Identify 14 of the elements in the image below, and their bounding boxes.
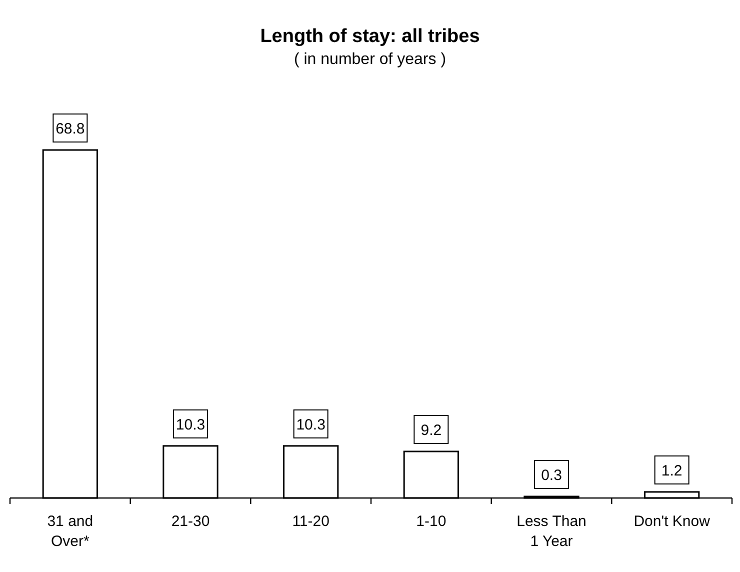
data-label: 1.2 — [661, 462, 682, 480]
x-tick-label: Less Than 1 Year — [516, 513, 586, 550]
data-label: 10.3 — [176, 416, 206, 434]
data-label: 0.3 — [541, 466, 562, 484]
x-tick-label: 31 and Over* — [47, 513, 94, 550]
x-tick-label: Don't Know — [634, 513, 710, 530]
x-tick-label: 21-30 — [171, 513, 210, 530]
data-label: 9.2 — [420, 422, 442, 439]
data-label: 68.8 — [56, 120, 85, 138]
x-tick-label: 11-20 — [292, 513, 330, 530]
data-label: 10.3 — [296, 416, 326, 434]
chart-title: Length of stay: all tribes — [260, 26, 480, 47]
x-tick-label: 1-10 — [416, 513, 446, 530]
chart-subtitle: ( in number of years ) — [294, 51, 446, 68]
